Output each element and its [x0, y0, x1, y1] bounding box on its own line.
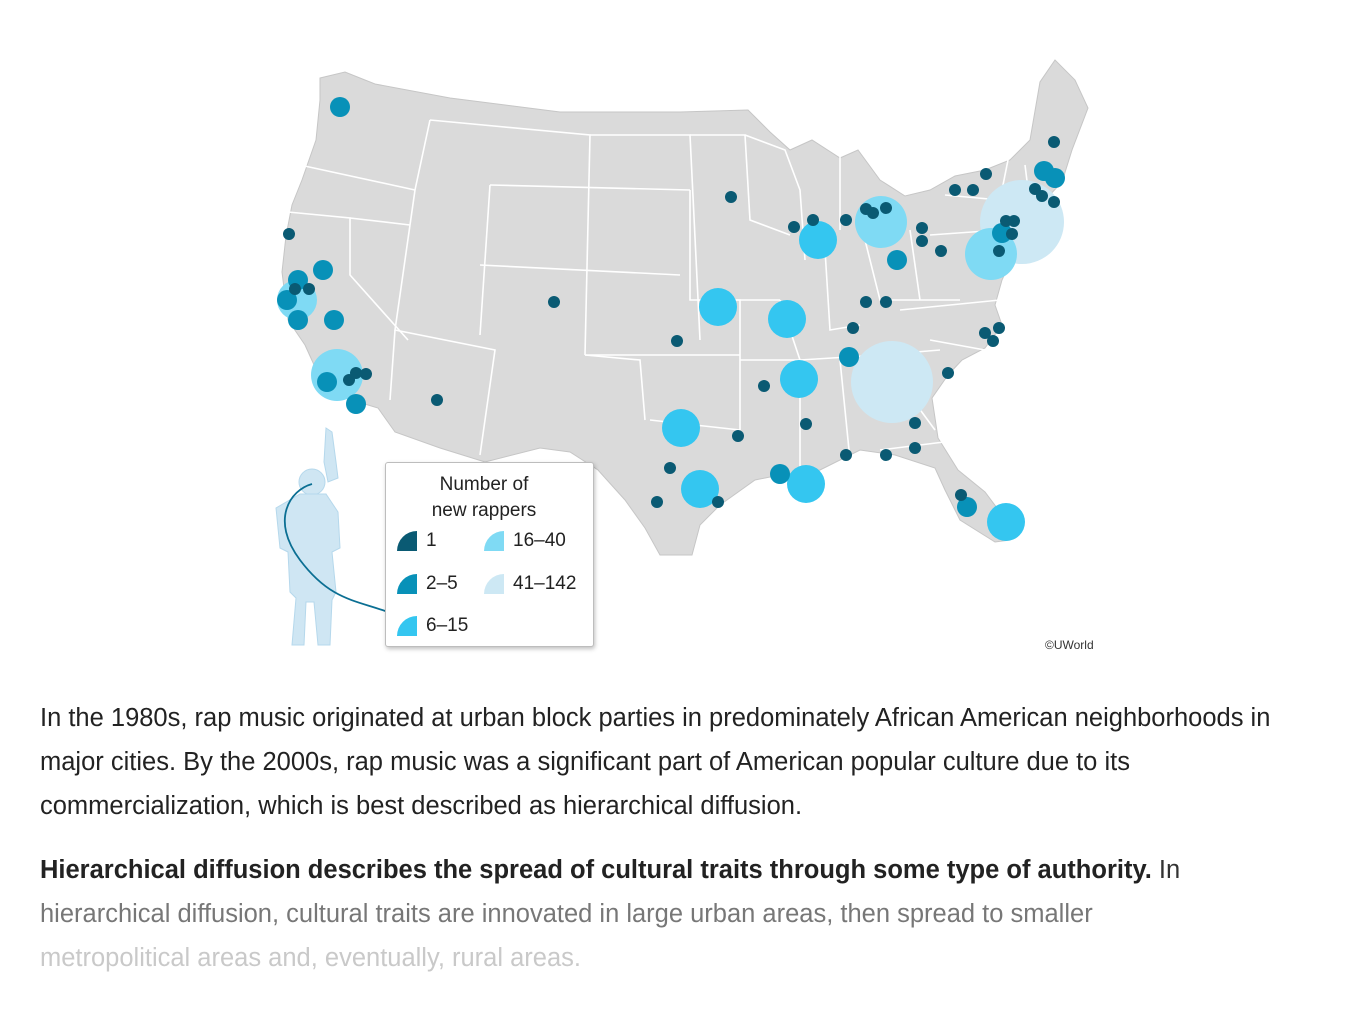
marker-16-40: [855, 196, 907, 248]
marker-2-5: [313, 260, 333, 280]
city-markers: [277, 97, 1065, 541]
marker-1: [671, 335, 683, 347]
marker-2-5: [317, 372, 337, 392]
marker-1: [949, 184, 961, 196]
marker-1: [807, 214, 819, 226]
legend-item-16-40: 16–40: [484, 530, 566, 552]
copyright-label: ©UWorld: [1045, 638, 1094, 652]
marker-2-5: [1045, 168, 1065, 188]
marker-6-15: [987, 503, 1025, 541]
key-statement: Hierarchical diffusion describes the spr…: [40, 856, 1152, 884]
marker-1: [548, 296, 560, 308]
marker-1: [1048, 136, 1060, 148]
marker-1: [909, 417, 921, 429]
paragraph2-continuation-c: metropolitical areas and, eventually, ru…: [40, 944, 581, 972]
marker-1: [980, 168, 992, 180]
marker-1: [880, 202, 892, 214]
marker-1: [840, 214, 852, 226]
marker-6-15: [780, 360, 818, 398]
marker-1: [840, 449, 852, 461]
marker-1: [350, 367, 362, 379]
marker-6-15: [681, 470, 719, 508]
marker-1: [860, 296, 872, 308]
earphone-cord: [283, 483, 389, 613]
marker-2-5: [957, 497, 977, 517]
person-pointing-icon: [275, 427, 341, 646]
paragraph2-continuation-b: hierarchical diffusion, cultural traits …: [40, 900, 1093, 928]
marker-1: [955, 489, 967, 501]
legend-swatch-41-142: [484, 574, 504, 594]
marker-1: [880, 449, 892, 461]
marker-2-5: [288, 310, 308, 330]
legend-swatch-1: [397, 531, 417, 551]
explanation-paragraph-1: In the 1980s, rap music originated at ur…: [40, 704, 1271, 820]
legend-item-1: 1: [397, 530, 437, 552]
marker-1: [847, 322, 859, 334]
marker-1: [732, 430, 744, 442]
marker-1: [283, 228, 295, 240]
marker-6-15: [662, 409, 700, 447]
marker-2-5: [992, 223, 1012, 243]
marker-1: [758, 380, 770, 392]
marker-1: [1036, 190, 1048, 202]
marker-2-5: [330, 97, 350, 117]
marker-1: [289, 283, 301, 295]
marker-1: [916, 235, 928, 247]
paragraph2-continuation-a: In: [1151, 856, 1181, 884]
legend-item-2-5: 2–5: [397, 573, 458, 595]
marker-1: [987, 335, 999, 347]
marker-2-5: [277, 290, 297, 310]
marker-1: [979, 327, 991, 339]
map-figure: Number of new rappers 1 2–5 6–15 16–40 4…: [275, 59, 1094, 652]
legend-swatch-6-15: [397, 616, 417, 636]
marker-1: [935, 245, 947, 257]
marker-1: [303, 283, 315, 295]
marker-1: [993, 245, 1005, 257]
marker-1: [916, 222, 928, 234]
marker-1: [664, 462, 676, 474]
marker-1: [880, 296, 892, 308]
marker-1: [800, 418, 812, 430]
marker-1: [993, 322, 1005, 334]
marker-1: [360, 368, 372, 380]
marker-1: [967, 184, 979, 196]
marker-1: [725, 191, 737, 203]
us-map: [275, 59, 1089, 646]
marker-1: [1006, 228, 1018, 240]
marker-41-142: [851, 341, 933, 423]
marker-1: [1008, 215, 1020, 227]
marker-6-15: [799, 221, 837, 259]
marker-1: [431, 394, 443, 406]
map-legend: Number of new rappers 1 2–5 6–15 16–40 4…: [385, 462, 594, 647]
marker-2-5: [839, 347, 859, 367]
explanation-paragraph-2: Hierarchical diffusion describes the spr…: [40, 848, 1330, 980]
marker-1: [942, 367, 954, 379]
marker-2-5: [770, 464, 790, 484]
legend-swatch-2-5: [397, 574, 417, 594]
marker-6-15: [768, 300, 806, 338]
marker-1: [788, 221, 800, 233]
marker-1: [712, 496, 724, 508]
legend-title: Number of new rappers: [431, 474, 537, 521]
legend-swatch-16-40: [484, 531, 504, 551]
legend-item-6-15: 6–15: [397, 615, 468, 637]
marker-1: [651, 496, 663, 508]
marker-6-15: [699, 288, 737, 326]
marker-1: [867, 207, 879, 219]
marker-1: [1048, 196, 1060, 208]
marker-2-5: [324, 310, 344, 330]
legend-item-41-142: 41–142: [484, 573, 576, 595]
marker-1: [909, 442, 921, 454]
marker-2-5: [346, 394, 366, 414]
marker-2-5: [887, 250, 907, 270]
marker-6-15: [787, 465, 825, 503]
